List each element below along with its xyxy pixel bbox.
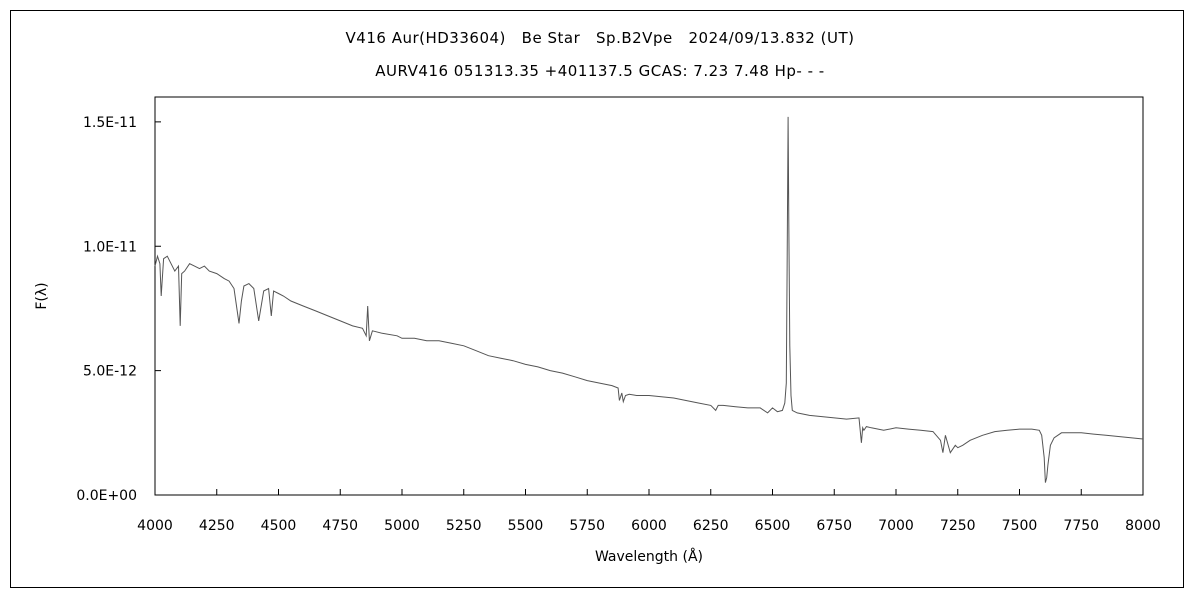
x-axis-title: Wavelength (Å) xyxy=(595,548,703,565)
plot-area xyxy=(154,96,1144,496)
x-tick-label: 6000 xyxy=(631,518,667,534)
x-tick-label: 4250 xyxy=(199,518,235,534)
y-tick-label: 1.0E-11 xyxy=(83,239,137,255)
y-tick-label: 0.0E+00 xyxy=(76,488,137,504)
x-tick-label: 7750 xyxy=(1063,518,1099,534)
chart-title: V416 Aur(HD33604) Be Star Sp.B2Vpe 2024/… xyxy=(345,29,855,47)
x-tick-label: 7500 xyxy=(1002,518,1038,534)
x-tick-label: 6500 xyxy=(755,518,791,534)
x-tick-label: 7000 xyxy=(878,518,914,534)
x-tick-label: 4000 xyxy=(137,518,173,534)
spectrum-series-line xyxy=(154,116,1144,483)
y-axis-title: F(λ) xyxy=(34,282,50,309)
y-tick-label: 1.5E-11 xyxy=(83,115,137,131)
x-tick-label: 5250 xyxy=(446,518,482,534)
x-tick-label: 8000 xyxy=(1125,518,1161,534)
x-tick-label: 4500 xyxy=(261,518,297,534)
axis-ticks: 4000 4250 4500 4750 5000 5250 5500 5750 6000 6250… xyxy=(76,115,1160,534)
x-tick-label: 6750 xyxy=(816,518,852,534)
x-tick-label: 7250 xyxy=(940,518,976,534)
figure-frame xyxy=(10,10,1184,588)
y-tick-label: 5.0E-12 xyxy=(83,364,137,380)
x-tick-label: 4750 xyxy=(322,518,358,534)
x-tick-label: 5500 xyxy=(508,518,544,534)
chart-subtitle: AURV416 051313.35 +401137.5 GCAS: 7.23 7… xyxy=(375,62,825,80)
x-tick-label: 5000 xyxy=(384,518,420,534)
x-tick-label: 6250 xyxy=(693,518,729,534)
x-tick-label: 5750 xyxy=(569,518,605,534)
